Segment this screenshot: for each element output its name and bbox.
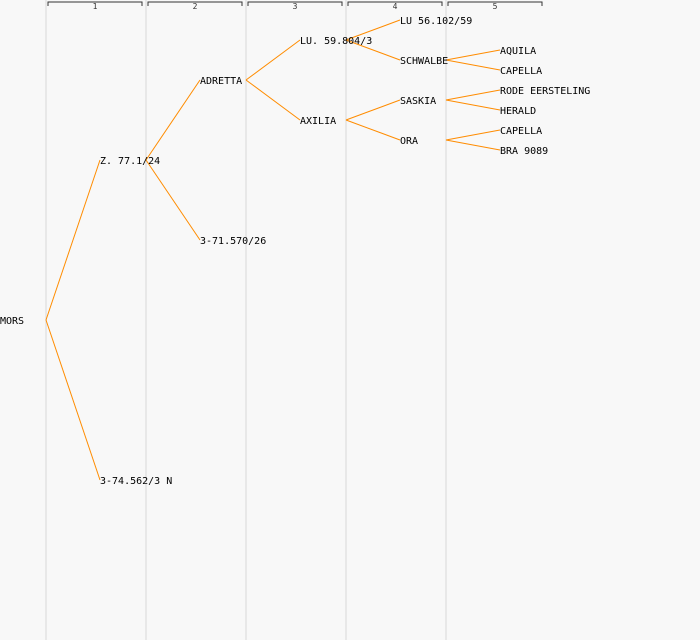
tree-edge: [445, 59, 501, 71]
tree-edge: [445, 99, 501, 111]
tree-edge: [45, 319, 101, 481]
node-label: 3-71.570/26: [200, 236, 266, 247]
generation-label: 1: [93, 2, 98, 11]
tree-edge: [245, 39, 301, 81]
node-label: CAPELLA: [500, 66, 542, 77]
tree-edge: [345, 39, 401, 61]
tree-edge: [345, 99, 401, 121]
generation-bracket: [247, 1, 343, 6]
tree-edge: [145, 159, 201, 241]
tree-edge: [345, 119, 401, 141]
tree-edges: [45, 19, 501, 481]
node-label: AQUILA: [500, 46, 536, 57]
node-label: HERALD: [500, 106, 536, 117]
node-label: ORA: [400, 136, 418, 147]
node-label: SASKIA: [400, 96, 436, 107]
node-label: MORS: [0, 316, 24, 327]
generation-bracket: [447, 1, 543, 6]
generation-bracket: [347, 1, 443, 6]
node-label: AXILIA: [300, 116, 336, 127]
tree-edge: [145, 79, 201, 161]
generation-bracket: [147, 1, 243, 6]
node-label: SCHWALBE: [400, 56, 448, 67]
tree-edge: [445, 139, 501, 151]
generation-label: 2: [193, 2, 198, 11]
node-label: LU. 59.804/3: [300, 36, 372, 47]
tree-edge: [245, 79, 301, 121]
tree-edge: [445, 89, 501, 101]
node-label: Z. 77.1/24: [100, 156, 160, 167]
tree-edge: [45, 159, 101, 321]
node-label: 3-74.562/3 N: [100, 476, 172, 487]
node-label: LU 56.102/59: [400, 16, 472, 27]
tree-edge: [345, 19, 401, 41]
generation-bracket: [47, 1, 143, 6]
node-label: RODE EERSTELING: [500, 86, 590, 97]
node-label: ADRETTA: [200, 76, 242, 87]
generation-label: 3: [293, 2, 298, 11]
tree-edge: [445, 129, 501, 141]
node-label: BRA 9089: [500, 146, 548, 157]
generation-label: 5: [493, 2, 498, 11]
generation-label: 4: [393, 2, 398, 11]
tree-nodes: MORS Z. 77.1/24 ADRETTA LU. 59.804/3 LU 56.1…: [0, 16, 590, 487]
node-label: CAPELLA: [500, 126, 542, 137]
tree-edge: [445, 49, 501, 61]
